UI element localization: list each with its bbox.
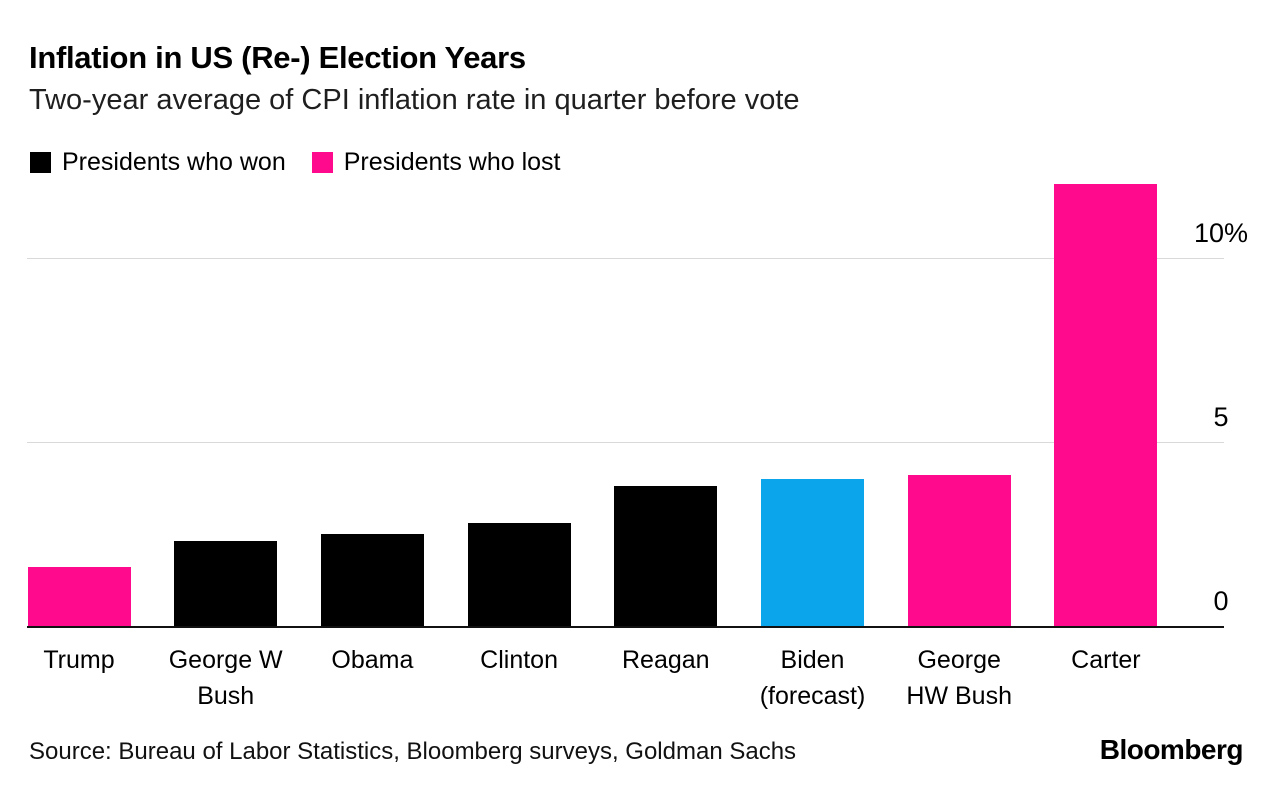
chart-subtitle: Two-year average of CPI inflation rate i… [29, 84, 800, 116]
chart-title: Inflation in US (Re-) Election Years [29, 40, 526, 75]
y-tick-label-0: 0 [1213, 586, 1229, 616]
legend-swatch-lost-icon [311, 152, 333, 173]
x-axis-label-carter: Carter [1071, 646, 1141, 674]
bar-obama [321, 534, 424, 626]
bar-clinton [468, 523, 571, 626]
x-axis-label-obama: Obama [331, 646, 414, 674]
gridline-10 [27, 258, 1224, 259]
x-axis-label-george-hw-bush: George HW Bush [906, 646, 1012, 710]
bloomberg-logo: Bloomberg [1099, 734, 1244, 765]
x-axis-line [27, 626, 1224, 628]
legend-item-won: Presidents who won [30, 148, 286, 177]
x-axis-label-reagan: Reagan [622, 646, 710, 674]
y-tick-label-5: 5 [1213, 402, 1229, 432]
x-axis-label-clinton: Clinton [480, 646, 558, 674]
bar-reagan [614, 486, 717, 626]
x-axis-label-biden-forecast-: Biden (forecast) [759, 646, 866, 710]
x-axis-label-trump: Trump [43, 646, 115, 674]
bar-george-hw-bush [908, 475, 1011, 626]
bar-carter [1054, 184, 1157, 626]
legend-item-lost: Presidents who lost [311, 148, 561, 177]
legend-label-lost: Presidents who lost [343, 148, 561, 176]
x-axis-label-george-w-bush: George W Bush [168, 646, 283, 710]
bar-george-w-bush [174, 541, 277, 626]
bar-trump [28, 567, 131, 626]
legend-swatch-won-icon [30, 152, 51, 173]
y-tick-label-10: 10% [1193, 218, 1249, 248]
legend-label-won: Presidents who won [62, 148, 286, 176]
chart-legend: Presidents who won Presidents who lost [30, 148, 561, 177]
source-note: Source: Bureau of Labor Statistics, Bloo… [29, 738, 797, 765]
gridline-5 [27, 442, 1224, 443]
bar-biden-forecast- [761, 479, 864, 626]
